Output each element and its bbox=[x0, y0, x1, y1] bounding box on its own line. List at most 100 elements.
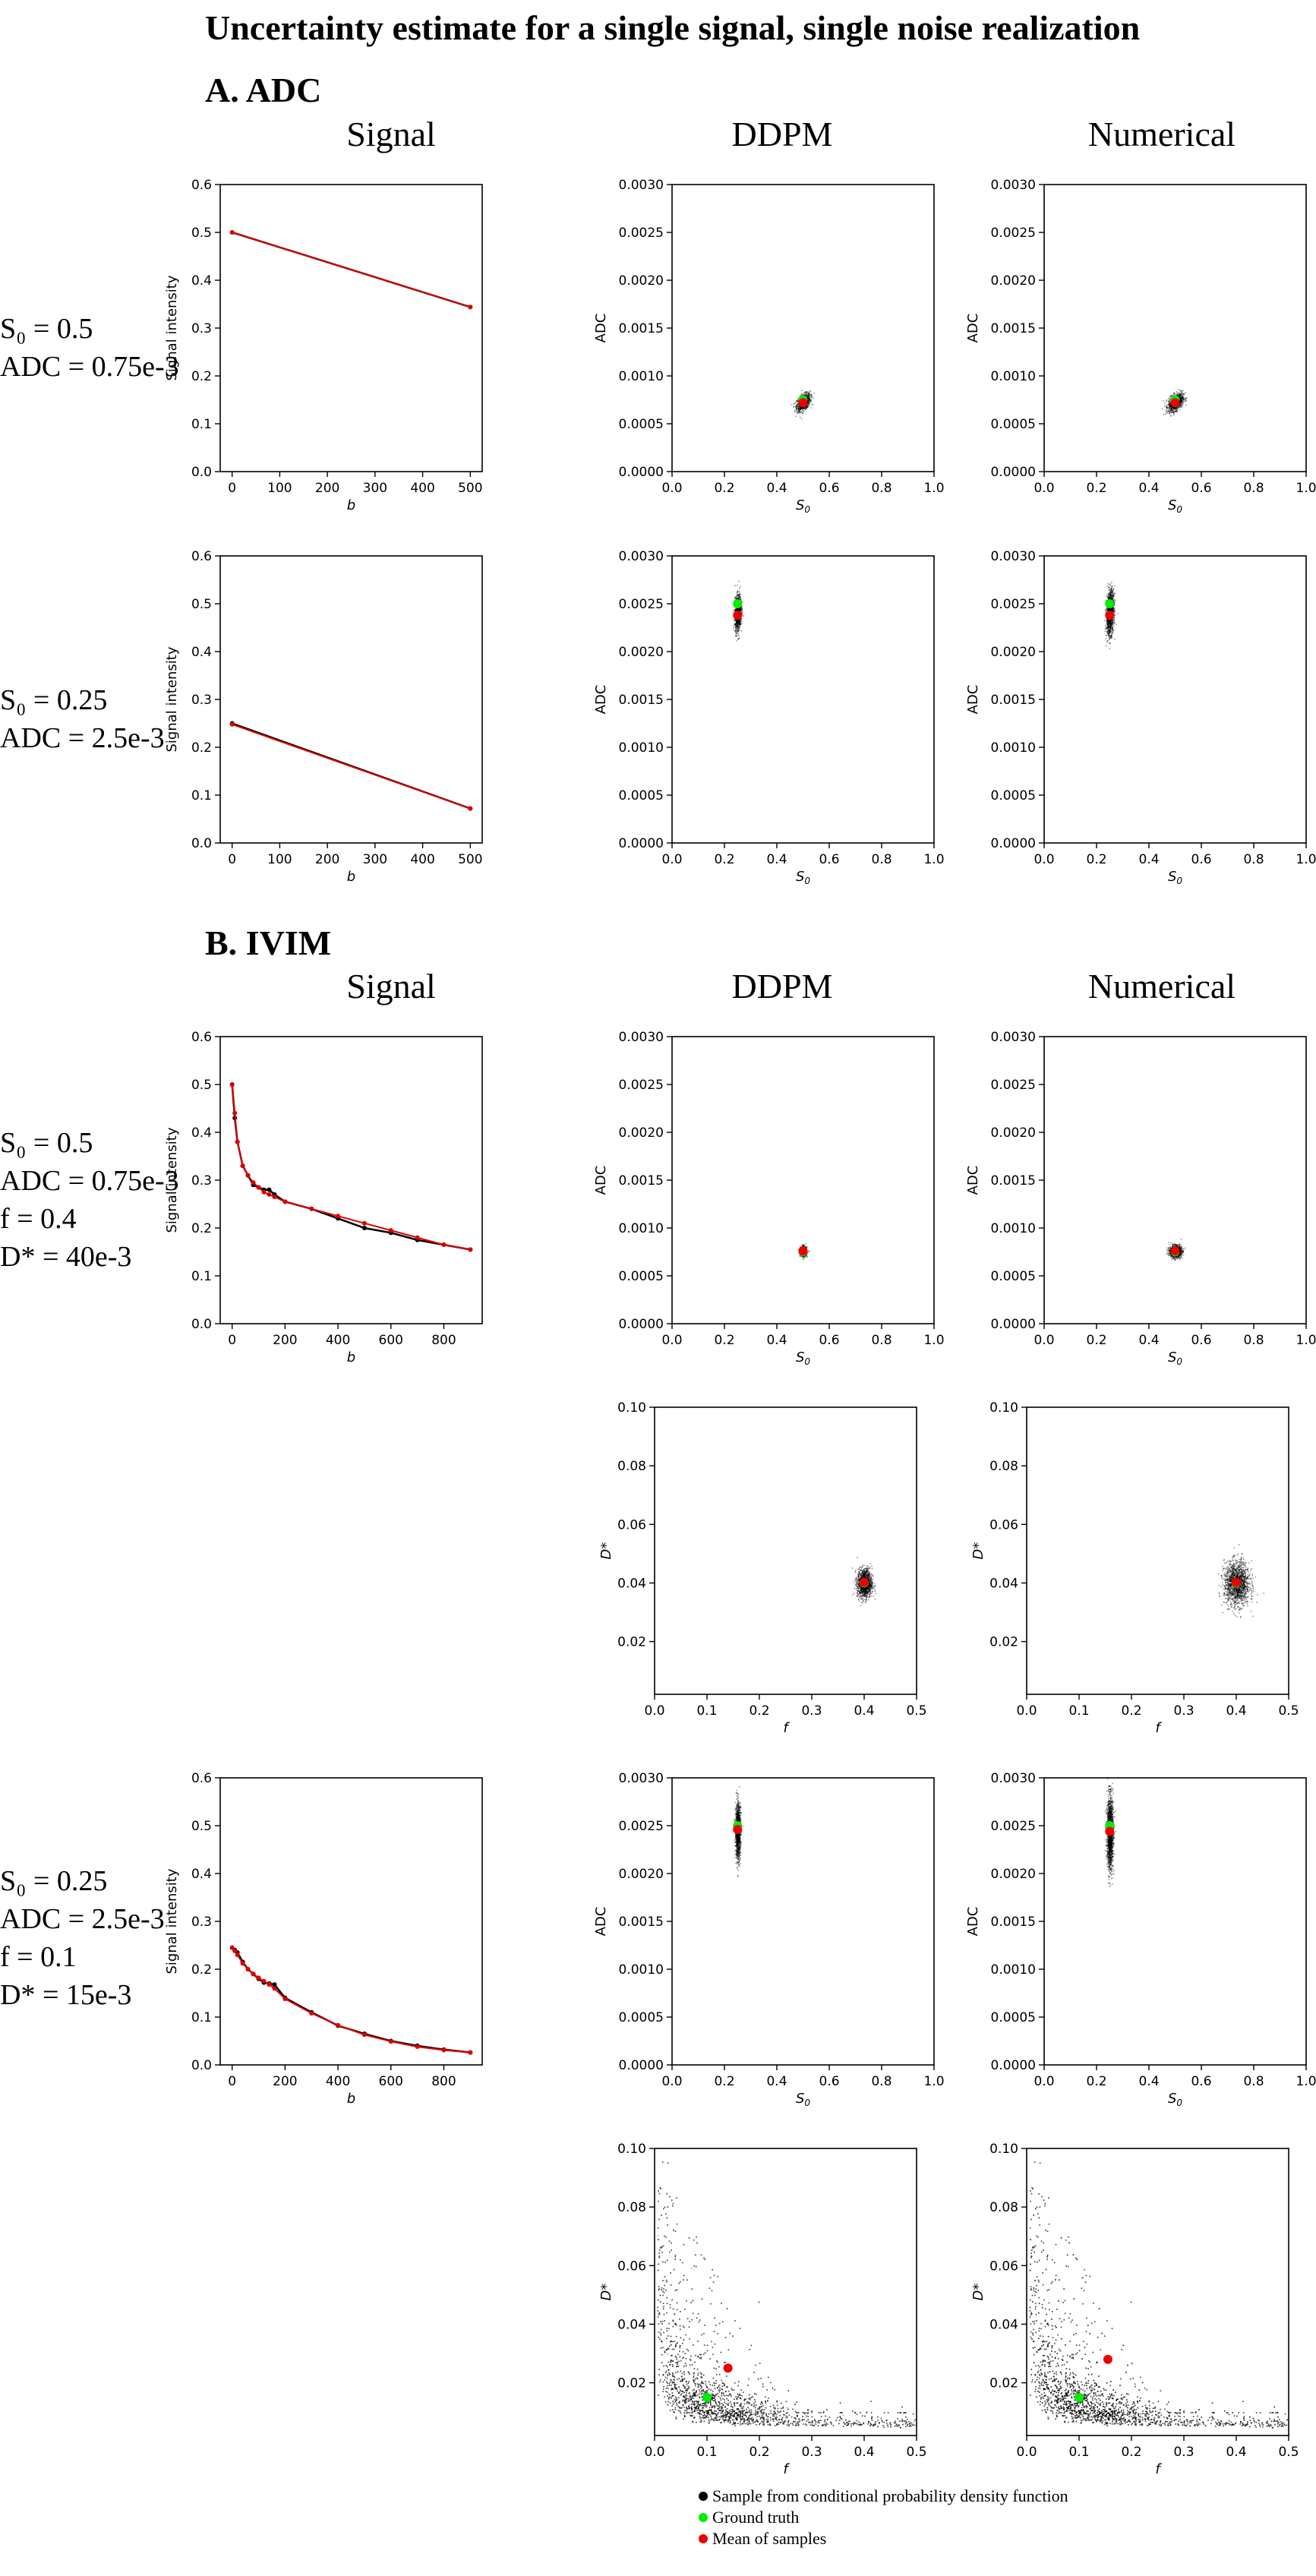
x-tick-label: 0.0 bbox=[1034, 852, 1054, 867]
y-axis-label: ADC bbox=[593, 685, 609, 715]
series-line-fit bbox=[232, 232, 471, 308]
sample-point bbox=[1166, 412, 1167, 414]
sample-point bbox=[1169, 400, 1170, 402]
sample-point bbox=[798, 408, 800, 410]
sample-point bbox=[807, 399, 809, 402]
y-tick-label: 0.4 bbox=[191, 1125, 212, 1141]
sample-point bbox=[805, 394, 806, 396]
sample-point bbox=[1108, 631, 1110, 633]
y-tick-label: 0.6 bbox=[191, 549, 212, 564]
sample-point bbox=[1178, 395, 1180, 397]
sample-point bbox=[735, 620, 737, 622]
sample-point bbox=[803, 411, 805, 412]
sample-point bbox=[738, 620, 740, 622]
sample-point bbox=[1172, 412, 1175, 415]
sample-point bbox=[809, 396, 812, 398]
sample-point bbox=[1166, 406, 1168, 408]
plot-frame bbox=[1043, 184, 1307, 472]
sample-point bbox=[1112, 595, 1114, 597]
sample-point bbox=[1109, 593, 1111, 595]
sample-point bbox=[1182, 398, 1185, 400]
param-s0: S₀ = 0.5 bbox=[0, 1124, 179, 1162]
sample-point bbox=[806, 404, 808, 406]
sample-point bbox=[737, 624, 739, 627]
sample-point bbox=[803, 408, 805, 409]
x-tick-label: 0.4 bbox=[1138, 852, 1159, 867]
sample-point bbox=[737, 609, 738, 611]
sample-point bbox=[737, 619, 738, 621]
sample-point bbox=[1107, 622, 1109, 623]
sample-point bbox=[738, 608, 740, 610]
sample-point bbox=[737, 620, 739, 623]
sample-point bbox=[799, 412, 801, 414]
sample-point bbox=[740, 595, 741, 598]
sample-point bbox=[1111, 633, 1113, 635]
sample-point bbox=[1110, 598, 1112, 600]
sample-point bbox=[796, 400, 797, 402]
x-tick-label: 100 bbox=[267, 481, 292, 496]
sample-point bbox=[808, 405, 809, 406]
sample-point bbox=[796, 406, 797, 407]
sample-point bbox=[1109, 622, 1110, 624]
sample-point bbox=[1110, 592, 1112, 594]
sample-point bbox=[1173, 393, 1175, 395]
sample-point bbox=[1169, 408, 1171, 409]
sample-point bbox=[737, 608, 739, 611]
sample-point bbox=[1169, 406, 1171, 407]
sample-point bbox=[1181, 399, 1182, 401]
sample-point bbox=[1108, 631, 1109, 633]
sample-point bbox=[1107, 619, 1109, 620]
sample-point bbox=[1179, 393, 1181, 395]
sample-point bbox=[738, 587, 740, 589]
sample-point bbox=[1107, 630, 1109, 631]
sample-point bbox=[737, 621, 740, 623]
sample-point bbox=[1181, 399, 1183, 401]
sample-point bbox=[739, 608, 741, 611]
sample-point bbox=[803, 394, 805, 396]
sample-point bbox=[1178, 406, 1179, 409]
sample-point bbox=[737, 621, 739, 623]
sample-point bbox=[1107, 609, 1109, 611]
sample-point bbox=[737, 620, 739, 622]
sample-point bbox=[740, 621, 741, 623]
sample-point bbox=[741, 600, 743, 602]
sample-point bbox=[737, 609, 739, 611]
sample-point bbox=[735, 595, 737, 598]
sample-point bbox=[1179, 401, 1181, 403]
sample-point bbox=[1111, 620, 1113, 622]
sample-point bbox=[806, 396, 808, 399]
sample-point bbox=[739, 609, 740, 611]
sample-point bbox=[1109, 632, 1110, 633]
sample-point bbox=[798, 409, 800, 411]
sample-point bbox=[802, 406, 803, 409]
sample-point bbox=[736, 592, 738, 594]
sample-point bbox=[1161, 408, 1163, 410]
sample-point bbox=[740, 630, 743, 632]
sample-point bbox=[737, 627, 740, 629]
sample-point bbox=[1169, 406, 1170, 407]
sample-point bbox=[1109, 633, 1110, 635]
sample-point bbox=[1172, 409, 1173, 412]
sample-point bbox=[1181, 401, 1183, 402]
sample-point bbox=[738, 594, 740, 596]
chart-adc1-numerical: 0.0 0.2 0.4 0.6 0.8 1.00.00000.00050.00100.00… bbox=[965, 178, 1316, 515]
sample-point bbox=[1170, 409, 1172, 411]
sample-point bbox=[800, 406, 802, 409]
sample-point bbox=[1109, 598, 1111, 599]
data-point-fit bbox=[245, 1173, 251, 1178]
sample-point bbox=[1109, 608, 1111, 609]
sample-point bbox=[1111, 622, 1113, 624]
sample-point bbox=[1111, 608, 1113, 611]
sample-point bbox=[1171, 408, 1172, 410]
sample-point bbox=[809, 398, 810, 400]
sample-point bbox=[1172, 409, 1173, 410]
sample-point bbox=[796, 407, 797, 409]
sample-point bbox=[1110, 609, 1112, 611]
sample-point bbox=[1109, 622, 1112, 623]
sample-point bbox=[802, 408, 803, 409]
sample-point bbox=[806, 399, 809, 400]
sample-point bbox=[739, 620, 740, 622]
sample-point bbox=[738, 595, 740, 597]
sample-point bbox=[1109, 596, 1111, 598]
sample-point bbox=[1110, 608, 1112, 611]
